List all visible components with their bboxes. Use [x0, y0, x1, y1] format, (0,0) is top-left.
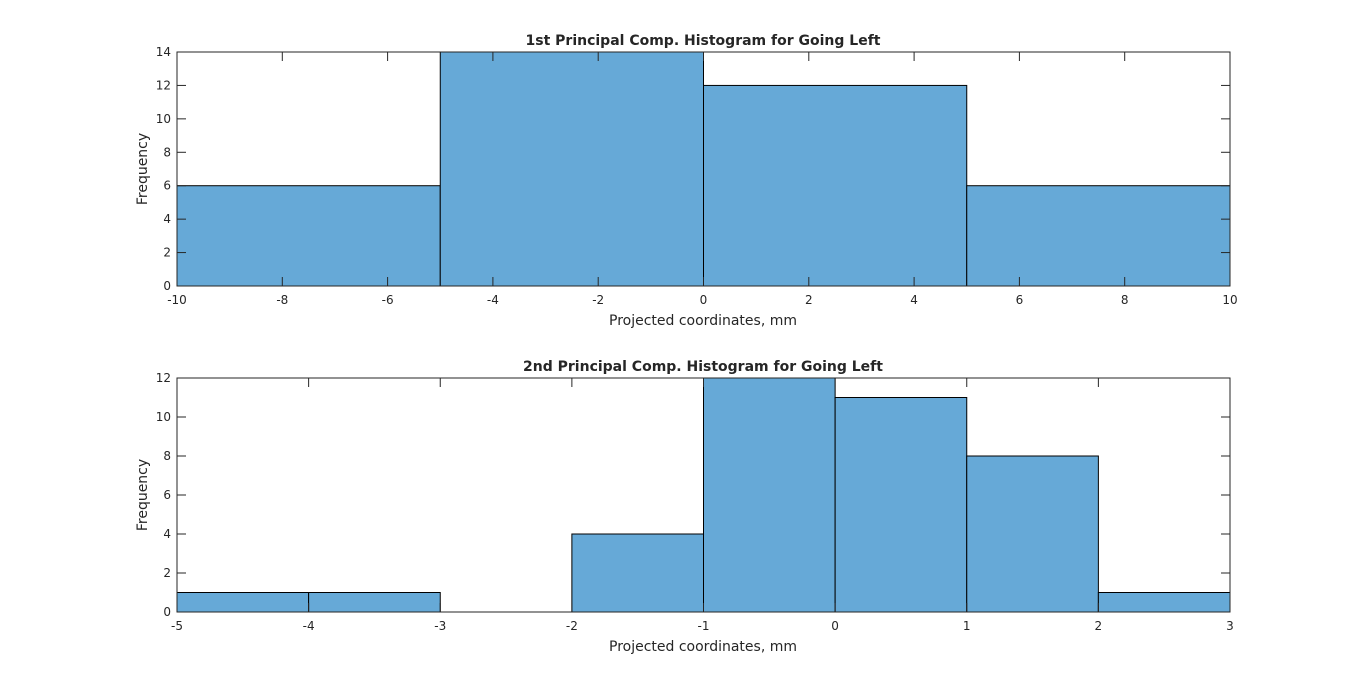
- y-tick-label: 12: [156, 371, 171, 385]
- chart-title: 1st Principal Comp. Histogram for Going …: [526, 33, 881, 49]
- y-tick-label: 2: [163, 246, 171, 260]
- x-tick-label: 8: [1121, 293, 1129, 307]
- y-tick-label: 2: [163, 566, 171, 580]
- x-tick-label: 2: [805, 293, 813, 307]
- x-tick-label: -4: [303, 619, 315, 633]
- histogram-bar: [308, 592, 441, 613]
- x-tick-label: 6: [1016, 293, 1024, 307]
- x-tick-label: 0: [831, 619, 839, 633]
- y-tick-label: 12: [156, 78, 171, 92]
- x-tick-label: -4: [487, 293, 499, 307]
- y-tick-label: 0: [163, 605, 171, 619]
- histogram-bar: [966, 185, 1231, 287]
- x-tick-label: 10: [1222, 293, 1237, 307]
- y-tick-label: 4: [163, 527, 171, 541]
- x-tick-label: -8: [276, 293, 288, 307]
- y-ticks: 0 2 4 6 8 10 12: [156, 371, 1230, 619]
- x-axis-label: Projected coordinates, mm: [609, 639, 797, 655]
- histogram-bar: [834, 397, 968, 613]
- y-ticks: 0 2 4 6 8 10 12 14: [156, 45, 1230, 293]
- x-tick-label: -5: [171, 619, 183, 633]
- x-ticks: -10 -8 -6 -4 -2 0 2 4 6 8 10: [167, 52, 1238, 307]
- x-tick-label: 2: [1095, 619, 1103, 633]
- y-tick-label: 4: [163, 212, 171, 226]
- y-axis-label: Frequency: [135, 459, 151, 531]
- histogram-bar: [176, 592, 310, 613]
- x-tick-label: -2: [566, 619, 578, 633]
- histogram-bar: [703, 84, 968, 287]
- histogram-bar: [966, 455, 1099, 613]
- x-tick-label: -1: [698, 619, 710, 633]
- x-tick-label: 1: [963, 619, 971, 633]
- x-tick-label: -3: [434, 619, 446, 633]
- y-tick-label: 6: [163, 179, 171, 193]
- y-tick-label: 6: [163, 488, 171, 502]
- histogram-bar: [703, 377, 836, 613]
- x-axis-label: Projected coordinates, mm: [609, 313, 797, 329]
- y-tick-label: 14: [156, 45, 171, 59]
- y-tick-label: 8: [163, 145, 171, 159]
- chart-title: 2nd Principal Comp. Histogram for Going …: [523, 359, 883, 375]
- x-tick-label: -6: [382, 293, 394, 307]
- histogram-bar: [571, 533, 704, 613]
- y-tick-label: 8: [163, 449, 171, 463]
- histogram-bar: [439, 51, 704, 287]
- y-tick-label: 0: [163, 279, 171, 293]
- histogram-2: 2nd Principal Comp. Histogram for Going …: [135, 359, 1234, 655]
- bars-group: [176, 51, 1231, 287]
- x-tick-label: 3: [1226, 619, 1234, 633]
- y-tick-label: 10: [156, 410, 171, 424]
- x-tick-label: 4: [910, 293, 918, 307]
- histogram-bar: [176, 185, 441, 287]
- x-ticks: -5 -4 -3 -2 -1 0 1 2 3: [171, 378, 1234, 633]
- x-tick-label: -2: [592, 293, 604, 307]
- x-tick-label: 0: [700, 293, 708, 307]
- histogram-1: 1st Principal Comp. Histogram for Going …: [135, 33, 1238, 329]
- x-tick-label: -10: [167, 293, 187, 307]
- y-tick-label: 10: [156, 112, 171, 126]
- histogram-bar: [1097, 592, 1231, 613]
- bars-group: [176, 377, 1231, 613]
- y-axis-label: Frequency: [135, 133, 151, 205]
